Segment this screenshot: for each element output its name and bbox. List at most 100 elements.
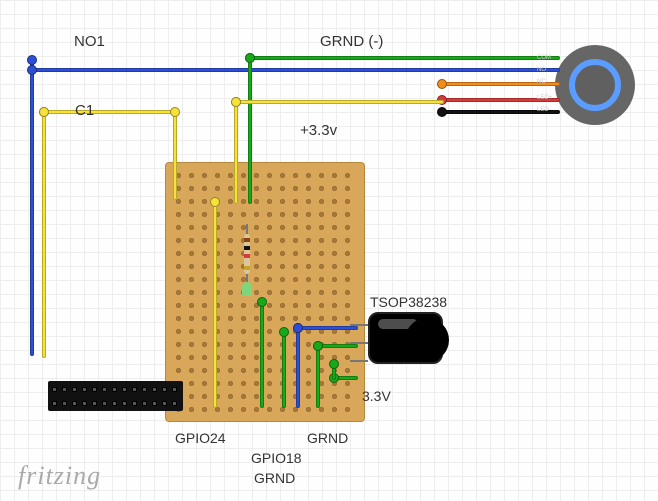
- perfboard-hole: [293, 316, 298, 321]
- perfboard-hole: [228, 381, 233, 386]
- perfboard-hole: [202, 407, 207, 412]
- perfboard-hole: [254, 277, 259, 282]
- perfboard-hole: [254, 355, 259, 360]
- perfboard-hole: [332, 199, 337, 204]
- perfboard-hole: [332, 394, 337, 399]
- perfboard-hole: [293, 264, 298, 269]
- perfboard-hole: [267, 407, 272, 412]
- wire-grnd-green-h: [248, 56, 560, 60]
- perfboard-hole: [241, 381, 246, 386]
- perfboard-hole: [267, 277, 272, 282]
- perfboard-hole: [254, 407, 259, 412]
- perfboard-hole: [267, 303, 272, 308]
- perfboard-hole: [306, 277, 311, 282]
- perfboard-hole: [254, 290, 259, 295]
- perfboard-hole: [202, 342, 207, 347]
- perfboard-hole: [280, 199, 285, 204]
- perfboard-hole: [267, 368, 272, 373]
- perfboard-hole: [267, 264, 272, 269]
- gpio-pin: [72, 401, 77, 406]
- resistor-band: [244, 266, 250, 270]
- label-tsop: TSOP38238: [370, 294, 447, 310]
- perfboard-hole: [254, 212, 259, 217]
- gpio-pin: [62, 387, 67, 392]
- perfboard-hole: [228, 199, 233, 204]
- perfboard-hole: [189, 316, 194, 321]
- perfboard-hole: [241, 316, 246, 321]
- perfboard-hole: [189, 173, 194, 178]
- perfboard-hole: [254, 238, 259, 243]
- tsop-lead: [350, 360, 368, 362]
- gpio-pin: [112, 401, 117, 406]
- gpio-pin: [72, 387, 77, 392]
- perfboard-hole: [228, 394, 233, 399]
- perfboard-hole: [241, 368, 246, 373]
- perfboard-hole: [280, 238, 285, 243]
- perfboard-hole: [319, 277, 324, 282]
- wire-c1-yellow-v: [42, 110, 46, 358]
- perfboard-hole: [202, 329, 207, 334]
- perfboard-hole: [202, 277, 207, 282]
- perfboard-hole: [280, 303, 285, 308]
- perfboard-hole: [202, 199, 207, 204]
- perfboard-hole: [176, 342, 181, 347]
- perfboard-hole: [189, 277, 194, 282]
- perfboard-hole: [332, 173, 337, 178]
- perfboard-hole: [345, 303, 350, 308]
- button-pin-led+: LED+: [537, 95, 552, 101]
- button-pin-com: COM: [537, 55, 551, 61]
- perfboard-hole: [267, 212, 272, 217]
- push-button: [555, 45, 635, 125]
- resistor-band: [244, 254, 250, 258]
- perfboard-hole: [176, 277, 181, 282]
- perfboard-hole: [306, 381, 311, 386]
- perfboard-hole: [319, 303, 324, 308]
- gpio-pin: [82, 387, 87, 392]
- wire-joint: [279, 327, 289, 337]
- wire-joint: [257, 297, 267, 307]
- wire-joint: [437, 107, 447, 117]
- perfboard-hole: [202, 225, 207, 230]
- perfboard-hole: [241, 199, 246, 204]
- perfboard-hole: [332, 251, 337, 256]
- perfboard-hole: [319, 251, 324, 256]
- perfboard-hole: [280, 290, 285, 295]
- perfboard-hole: [189, 355, 194, 360]
- perfboard-hole: [228, 225, 233, 230]
- perfboard-hole: [293, 251, 298, 256]
- perfboard-hole: [306, 199, 311, 204]
- gpio-pin: [52, 401, 57, 406]
- perfboard-hole: [332, 316, 337, 321]
- gpio-pin: [162, 401, 167, 406]
- perfboard-hole: [280, 173, 285, 178]
- gpio-pin: [152, 387, 157, 392]
- perfboard-hole: [345, 264, 350, 269]
- label-c1: C1: [75, 102, 94, 119]
- perfboard-hole: [267, 329, 272, 334]
- perfboard-hole: [319, 199, 324, 204]
- label-grnd_b: GRND: [254, 470, 295, 486]
- perfboard-hole: [332, 303, 337, 308]
- perfboard-hole: [293, 212, 298, 217]
- perfboard-hole: [306, 186, 311, 191]
- perfboard-hole: [228, 368, 233, 373]
- label-no1: NO1: [74, 33, 105, 50]
- perfboard-hole: [254, 316, 259, 321]
- perfboard-hole: [280, 264, 285, 269]
- perfboard-hole: [319, 316, 324, 321]
- gpio-pin: [92, 387, 97, 392]
- perfboard-hole: [293, 225, 298, 230]
- gpio-pin: [132, 401, 137, 406]
- perfboard-hole: [241, 329, 246, 334]
- perfboard-hole: [241, 342, 246, 347]
- button-pin-nc: NC: [537, 79, 546, 85]
- perfboard-hole: [228, 186, 233, 191]
- label-grnd_neg: GRND (-): [320, 33, 383, 50]
- wire-joint: [293, 323, 303, 333]
- perfboard-hole: [319, 212, 324, 217]
- perfboard-hole: [267, 355, 272, 360]
- perfboard-hole: [176, 225, 181, 230]
- perfboard-hole: [267, 381, 272, 386]
- led: [242, 282, 252, 296]
- perfboard-hole: [228, 316, 233, 321]
